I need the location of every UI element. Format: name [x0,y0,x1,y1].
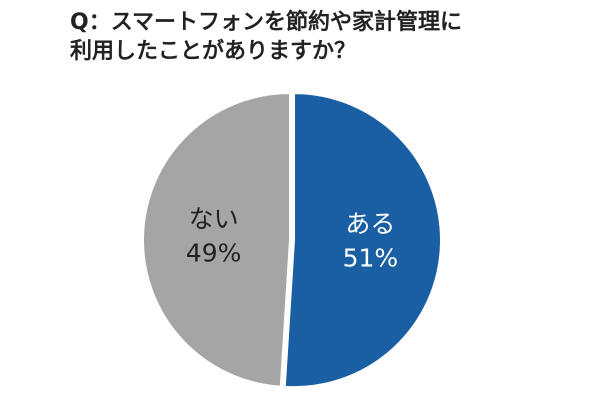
slice-value-label: 49% [186,239,242,268]
chart-title: Q：スマートフォンを節約や家計管理に 利用したことがありますか？ [70,8,590,66]
pie-slice-1 [142,91,291,388]
chart-title-line-1: Q：スマートフォンを節約や家計管理に [70,10,463,35]
slice-category-label: ない [189,205,239,234]
slice-category-label: ある [345,210,395,239]
pie-slice-0 [283,92,442,389]
chart-title-line-2: 利用したことがありますか？ [70,39,357,64]
slice-value-label: 51% [343,244,399,273]
